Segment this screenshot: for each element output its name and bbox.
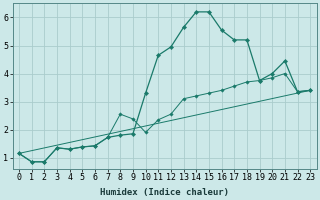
X-axis label: Humidex (Indice chaleur): Humidex (Indice chaleur) [100,188,229,197]
